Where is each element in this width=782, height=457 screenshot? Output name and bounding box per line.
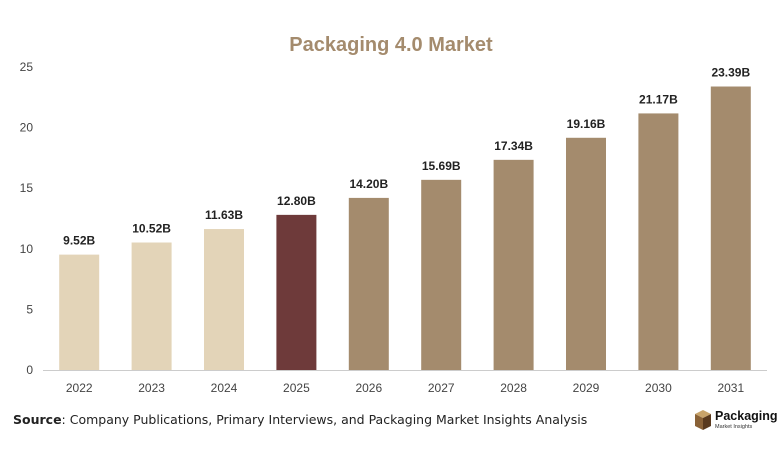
x-tick-label: 2029 — [573, 381, 600, 395]
box-icon — [695, 410, 711, 430]
x-tick-label: 2023 — [138, 381, 165, 395]
source-text: : Company Publications, Primary Intervie… — [61, 412, 588, 427]
chart-title: Packaging 4.0 Market — [289, 34, 493, 56]
bar — [59, 254, 100, 370]
data-label: 12.80B — [277, 194, 316, 208]
y-tick-label: 20 — [20, 121, 34, 135]
x-tick-label: 2027 — [428, 381, 455, 395]
y-axis: 0 5 10 15 20 25 — [20, 60, 34, 377]
y-tick-label: 10 — [20, 242, 34, 256]
logo-tagline: Market Insights — [715, 424, 753, 430]
company-logo: Packaging Market Insights — [694, 406, 778, 436]
y-tick-label: 5 — [26, 302, 33, 316]
y-tick-label: 0 — [26, 363, 33, 377]
bar — [493, 159, 534, 370]
x-tick-label: 2022 — [66, 381, 93, 395]
x-tick-label: 2030 — [645, 381, 672, 395]
bar — [566, 137, 606, 370]
x-tick-label: 2025 — [283, 381, 310, 395]
data-label: 17.34B — [494, 139, 533, 153]
bar — [421, 179, 462, 370]
bar — [276, 214, 317, 370]
bar — [348, 197, 389, 370]
source-label: Source — [13, 412, 62, 427]
data-label: 23.39B — [711, 66, 750, 80]
data-label: 21.17B — [639, 92, 678, 106]
data-label: 9.52B — [63, 234, 95, 248]
x-tick-label: 2026 — [355, 381, 382, 395]
bar — [638, 113, 679, 370]
data-label: 19.16B — [567, 117, 606, 131]
y-tick-label: 15 — [20, 181, 34, 195]
x-tick-label: 2028 — [500, 381, 527, 395]
value-labels: 9.52B 10.52B 11.63B 12.80B 14.20B 15.69B 17.34… — [63, 66, 750, 248]
data-label: 15.69B — [422, 159, 461, 173]
data-label: 14.20B — [349, 177, 388, 191]
bar — [204, 229, 244, 370]
data-label: 11.63B — [205, 208, 243, 222]
data-label: 10.52B — [132, 221, 171, 235]
logo-name: Packaging — [715, 409, 778, 423]
x-tick-label: 2024 — [211, 381, 238, 395]
bar — [131, 242, 172, 370]
source-note: Source: Company Publications, Primary In… — [13, 412, 587, 427]
bars — [59, 86, 751, 371]
x-tick-label: 2031 — [717, 381, 744, 395]
bar — [710, 86, 751, 371]
y-tick-label: 25 — [20, 60, 34, 74]
x-axis: 2022 2023 2024 2025 2026 2027 2028 2029 2030 2031 — [66, 381, 745, 395]
